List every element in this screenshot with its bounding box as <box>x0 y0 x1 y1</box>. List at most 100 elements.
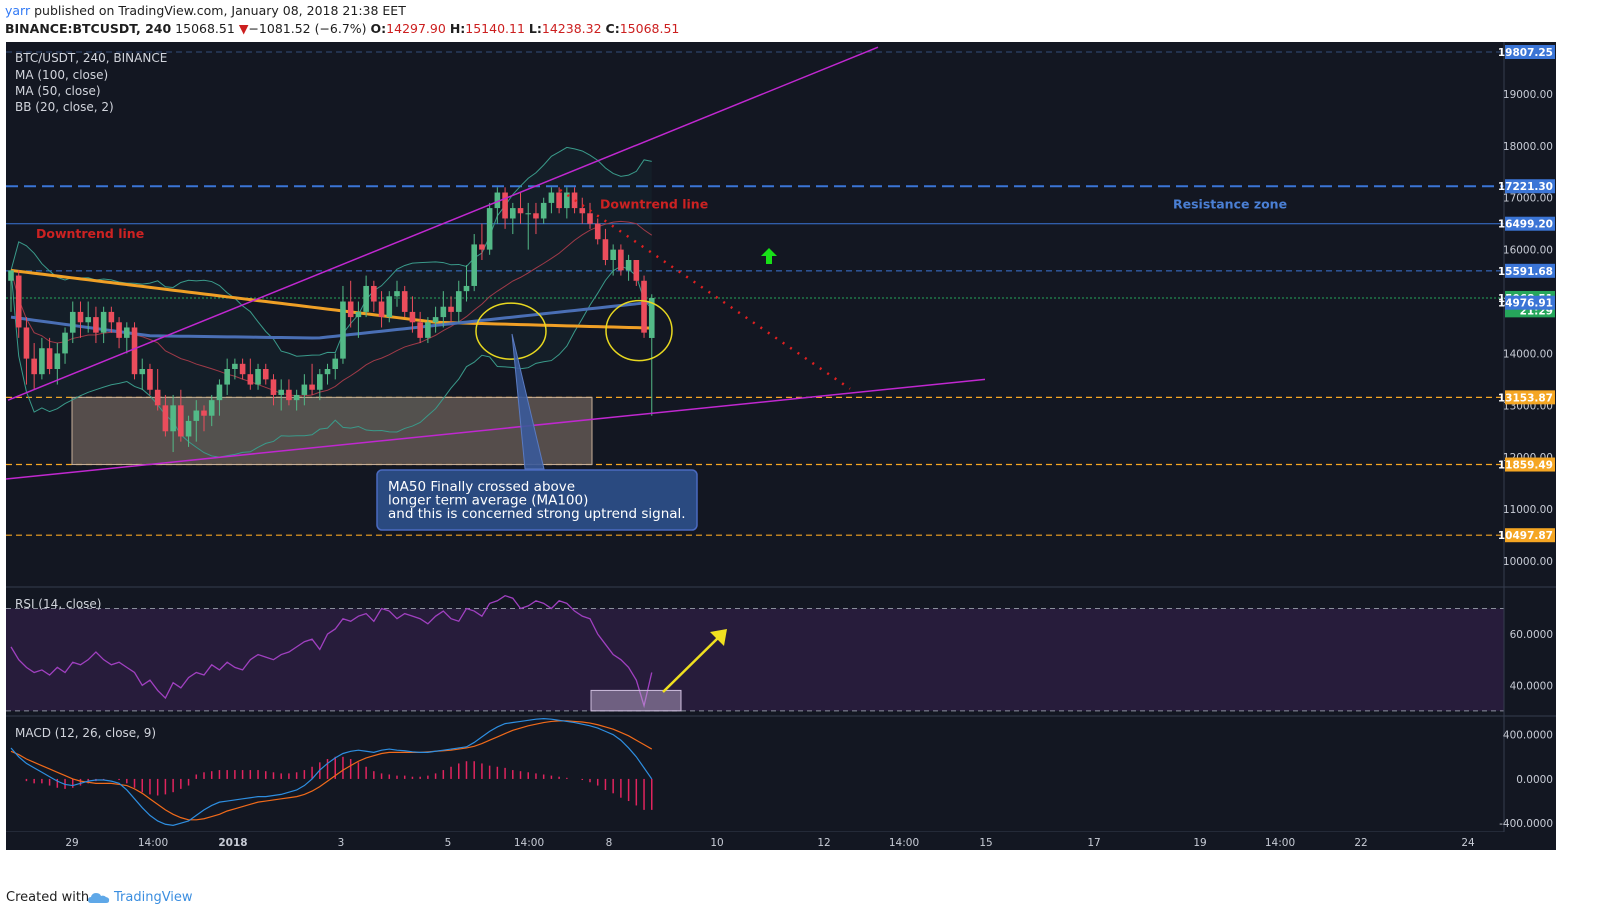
candle <box>216 379 223 416</box>
candle-body <box>239 363 246 375</box>
price-marker-label: 14976.91 <box>1498 298 1553 310</box>
ascending-trendline-lower <box>5 378 986 480</box>
candle-body <box>85 317 91 323</box>
candle-body <box>363 285 369 312</box>
close-value: 15068.51 <box>619 21 680 36</box>
candle-body <box>594 223 601 240</box>
candle-body <box>556 192 562 209</box>
candle-body <box>46 348 53 369</box>
high-label: H: <box>449 21 466 36</box>
price-marker-bg <box>1505 45 1555 60</box>
candle <box>579 197 586 224</box>
candle <box>154 369 161 411</box>
candle <box>540 197 547 224</box>
candle-body <box>409 311 416 323</box>
candle-body <box>100 311 107 333</box>
candle-body <box>625 260 632 271</box>
price-tick-label: 16000.00 <box>1503 245 1553 257</box>
candle-body <box>486 208 493 250</box>
price-marker-label: 15591.68 <box>1498 266 1553 278</box>
candle <box>479 223 485 260</box>
chart-area[interactable]: 10000.0011000.0012000.0013000.0014000.00… <box>0 42 1623 880</box>
candle-body <box>224 369 230 385</box>
candle-body <box>587 213 593 224</box>
rsi-tick-label: 60.0000 <box>1510 629 1553 641</box>
candle-body <box>232 363 238 369</box>
candle <box>440 291 447 328</box>
candle-body <box>340 301 346 359</box>
candle <box>401 285 408 318</box>
candle-body <box>93 317 99 333</box>
ascending-trendline-upper <box>7 46 879 401</box>
candle-body <box>293 394 300 401</box>
candle <box>340 285 346 364</box>
candle <box>494 187 501 224</box>
time-tick-label: 17 <box>1087 837 1100 849</box>
downtrend-label: Downtrend line <box>600 196 708 211</box>
open-value: 14297.90 <box>386 21 446 36</box>
candle-body <box>602 239 609 260</box>
candle-body <box>108 311 115 323</box>
rsi-tick-label: 40.0000 <box>1510 680 1553 692</box>
candle-body <box>54 353 61 369</box>
candle <box>363 275 369 318</box>
candle <box>625 254 632 281</box>
candle <box>641 275 647 338</box>
candle <box>618 244 624 276</box>
candle <box>8 270 14 312</box>
candle <box>31 343 37 390</box>
candle-body <box>479 244 485 250</box>
candle-body <box>448 306 454 312</box>
candle-body <box>208 400 215 416</box>
candle-body <box>139 369 146 375</box>
candle-body <box>255 369 261 385</box>
price-change: −1081.52 (−6.7%) <box>248 21 367 36</box>
candle <box>594 218 601 245</box>
time-tick-label: 3 <box>338 837 345 849</box>
candle <box>371 280 377 312</box>
candle <box>317 369 323 401</box>
candle-body <box>394 291 400 297</box>
price-marker: 16499.20 <box>1498 216 1555 231</box>
published-text: published on TradingView.com, January 08… <box>34 3 406 18</box>
candle <box>510 202 516 235</box>
legend-text: BB (20, close, 2) <box>15 100 114 114</box>
last-price: 15068.51 <box>175 21 235 36</box>
callout-text: longer term average (MA100) <box>388 493 588 509</box>
candle-body <box>193 410 200 421</box>
header-line-1: yarr published on TradingView.com, Janua… <box>5 3 406 18</box>
callout-text: and this is concerned strong uptrend sig… <box>388 506 686 522</box>
candle <box>131 322 138 380</box>
candle <box>556 187 562 214</box>
candle <box>471 234 477 292</box>
candle <box>23 317 30 385</box>
price-marker-label: 16499.20 <box>1498 219 1553 231</box>
candle-body <box>648 297 655 338</box>
candle-body <box>471 244 477 286</box>
candle-body <box>170 405 176 432</box>
candle-body <box>178 405 184 437</box>
rsi-line <box>10 594 653 709</box>
rsi-up-arrow-line <box>662 633 723 693</box>
rsi-legend: RSI (14, close) <box>15 597 101 611</box>
candle <box>517 192 524 224</box>
candle <box>525 202 532 250</box>
candle <box>448 296 454 323</box>
tradingview-brand-link[interactable]: TradingView <box>114 890 193 905</box>
candle-body <box>641 280 647 333</box>
price-marker: 13153.87 <box>1498 390 1555 405</box>
candle <box>564 187 570 219</box>
price-marker-bg <box>1505 528 1555 543</box>
price-marker-bg <box>1505 295 1555 310</box>
price-marker-label: 10497.87 <box>1498 530 1553 542</box>
candle-body <box>440 306 447 318</box>
candle <box>39 337 45 380</box>
candle-body <box>502 192 508 219</box>
price-marker-label: 19807.25 <box>1498 47 1553 59</box>
candle-body <box>278 389 284 395</box>
author-link[interactable]: yarr <box>5 3 31 18</box>
candle <box>54 343 61 385</box>
candle-body <box>401 291 408 312</box>
candle <box>286 379 292 406</box>
candle-body <box>355 311 362 318</box>
